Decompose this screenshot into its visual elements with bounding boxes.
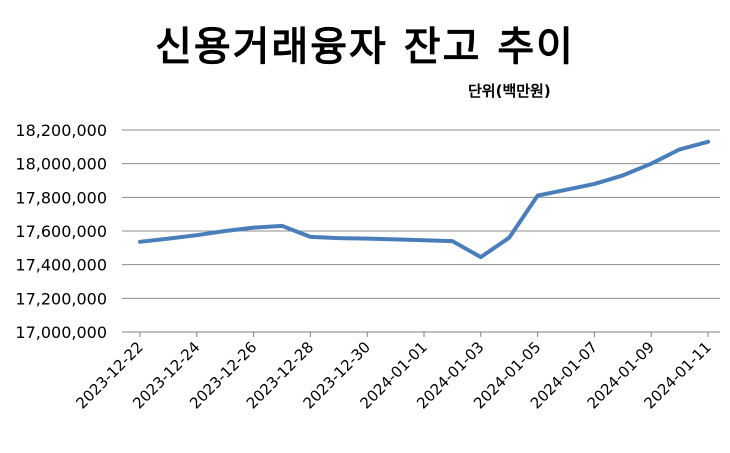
y-tick-label: 17,800,000	[15, 188, 107, 207]
y-tick-label: 17,000,000	[15, 323, 107, 342]
y-tick-label: 17,200,000	[15, 289, 107, 308]
series-line	[138, 139, 710, 260]
y-tick-label: 17,400,000	[15, 256, 107, 275]
chart-title: 신용거래융자 잔고 추이	[155, 24, 575, 70]
y-tick-label: 17,600,000	[15, 222, 107, 241]
unit-label: 단위(백만원)	[468, 82, 551, 100]
y-tick-label: 18,000,000	[15, 155, 107, 174]
y-tick-label: 18,200,000	[15, 121, 107, 140]
